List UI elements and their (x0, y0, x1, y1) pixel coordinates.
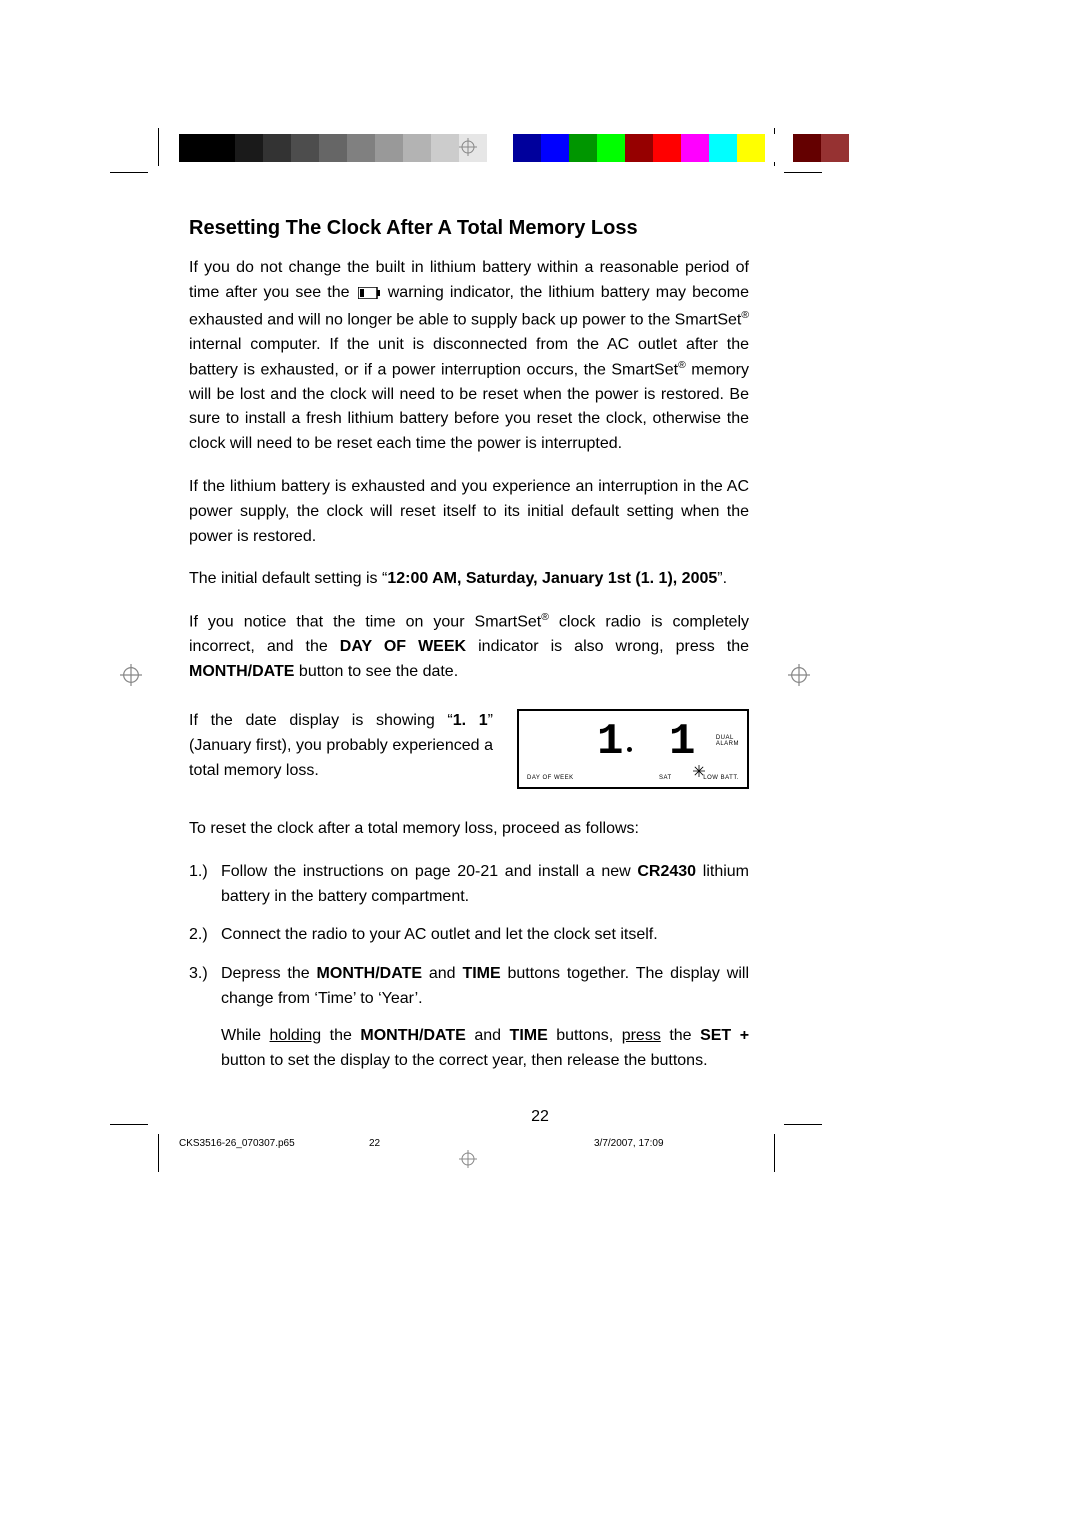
crop-mark (784, 172, 822, 173)
swatch (319, 134, 347, 162)
text: button to set the display to the correct… (221, 1052, 708, 1069)
text-bold: CR2430 (637, 863, 696, 880)
swatch (263, 134, 291, 162)
swatch (513, 134, 541, 162)
text-bold: 12:00 AM, Saturday, January 1st (1. 1), … (387, 570, 717, 587)
crop-mark (110, 172, 148, 173)
color-swatches (513, 134, 849, 168)
paragraph: If the date display is showing “1. 1” (J… (189, 709, 493, 783)
list-item: 2.) Connect the radio to your AC outlet … (189, 923, 749, 948)
text-bold: 1. 1 (453, 712, 488, 729)
registered-mark: ® (541, 612, 549, 623)
battery-icon (358, 283, 380, 308)
registered-mark: ® (741, 310, 749, 321)
registration-mark-icon (120, 664, 142, 691)
text: and (466, 1027, 510, 1044)
segment-digit: 1 (597, 717, 625, 767)
display-label: DAY OF WEEK (527, 775, 574, 781)
paragraph: To reset the clock after a total memory … (189, 817, 749, 842)
swatch (179, 134, 207, 162)
swatch (821, 134, 849, 162)
text-bold: SET + (700, 1027, 749, 1044)
swatch (793, 134, 821, 162)
paragraph: If you notice that the time on your Smar… (189, 610, 749, 685)
text: Connect the radio to your AC outlet and … (221, 926, 658, 943)
text-underline: holding (270, 1027, 322, 1044)
registration-mark-icon (788, 664, 810, 691)
registration-mark-icon (459, 138, 477, 156)
swatch (597, 134, 625, 162)
paragraph: The initial default setting is “12:00 AM… (189, 567, 749, 592)
steps-list: 1.) Follow the instructions on page 20-2… (189, 860, 749, 1074)
text: The initial default setting is “ (189, 570, 387, 587)
text: the (661, 1027, 700, 1044)
footer-page: 22 (369, 1138, 489, 1149)
text: While (221, 1027, 270, 1044)
footer-datetime: 3/7/2007, 17:09 (489, 1138, 734, 1149)
footer: CKS3516-26_070307.p65 22 3/7/2007, 17:09 (179, 1138, 734, 1149)
step-number: 3.) (189, 962, 208, 987)
registered-mark: ® (678, 360, 686, 371)
swatch (541, 134, 569, 162)
swatch (235, 134, 263, 162)
swatch (347, 134, 375, 162)
text-bold: DAY OF WEEK (340, 638, 466, 655)
list-item: 3.) Depress the MONTH/DATE and TIME butt… (189, 962, 749, 1073)
list-item: 1.) Follow the instructions on page 20-2… (189, 860, 749, 910)
text: the (321, 1027, 360, 1044)
swatch (737, 134, 765, 162)
swatch (291, 134, 319, 162)
swatch (207, 134, 235, 162)
text-bold: MONTH/DATE (360, 1027, 465, 1044)
text: button to see the date. (294, 663, 458, 680)
swatch (625, 134, 653, 162)
text: indicator is also wrong, press the (466, 638, 749, 655)
swatch (709, 134, 737, 162)
page: Resetting The Clock After A Total Memory… (0, 0, 1080, 1528)
text: If the date display is showing “ (189, 712, 453, 729)
text: Depress the (221, 965, 317, 982)
display-label: LOW BATT. (703, 775, 739, 781)
swatch (681, 134, 709, 162)
footer-filename: CKS3516-26_070307.p65 (179, 1138, 369, 1149)
clock-display-illustration: 1 1 DUAL ALARM DAY OF WEEK SAT LOW BATT. (517, 709, 749, 789)
text: If you notice that the time on your Smar… (189, 614, 541, 631)
segment-digit: 1 (669, 717, 697, 767)
text: Follow the instructions on page 20-21 an… (221, 863, 637, 880)
text-bold: TIME (510, 1027, 548, 1044)
step-number: 2.) (189, 923, 208, 948)
text-underline: press (622, 1027, 661, 1044)
text: ALARM (716, 741, 739, 747)
text: buttons, (548, 1027, 622, 1044)
swatch (487, 134, 515, 162)
paragraph: If you do not change the built in lithiu… (189, 256, 749, 457)
segment-dot (627, 747, 632, 752)
text: ”. (717, 570, 727, 587)
swatch (403, 134, 431, 162)
swatch (569, 134, 597, 162)
document-body: Resetting The Clock After A Total Memory… (189, 217, 749, 1087)
swatch (375, 134, 403, 162)
text: and (422, 965, 462, 982)
step-number: 1.) (189, 860, 208, 885)
swatch (765, 134, 793, 162)
paragraph: If the lithium battery is exhausted and … (189, 475, 749, 549)
text: internal computer. If the unit is discon… (189, 336, 749, 378)
sub-paragraph: While holding the MONTH/DATE and TIME bu… (221, 1024, 749, 1074)
registration-mark-icon (459, 1150, 477, 1168)
crop-mark (158, 128, 159, 166)
page-number: 22 (0, 1108, 1080, 1126)
display-label: SAT (659, 775, 672, 781)
section-heading: Resetting The Clock After A Total Memory… (189, 217, 749, 240)
text-bold: MONTH/DATE (317, 965, 422, 982)
text-bold: MONTH/DATE (189, 663, 294, 680)
display-label: DUAL ALARM (716, 735, 739, 747)
swatch (431, 134, 459, 162)
crop-mark (774, 1134, 775, 1172)
row: If the date display is showing “1. 1” (J… (189, 709, 749, 789)
text-bold: TIME (462, 965, 500, 982)
swatch (653, 134, 681, 162)
crop-mark (158, 1134, 159, 1172)
